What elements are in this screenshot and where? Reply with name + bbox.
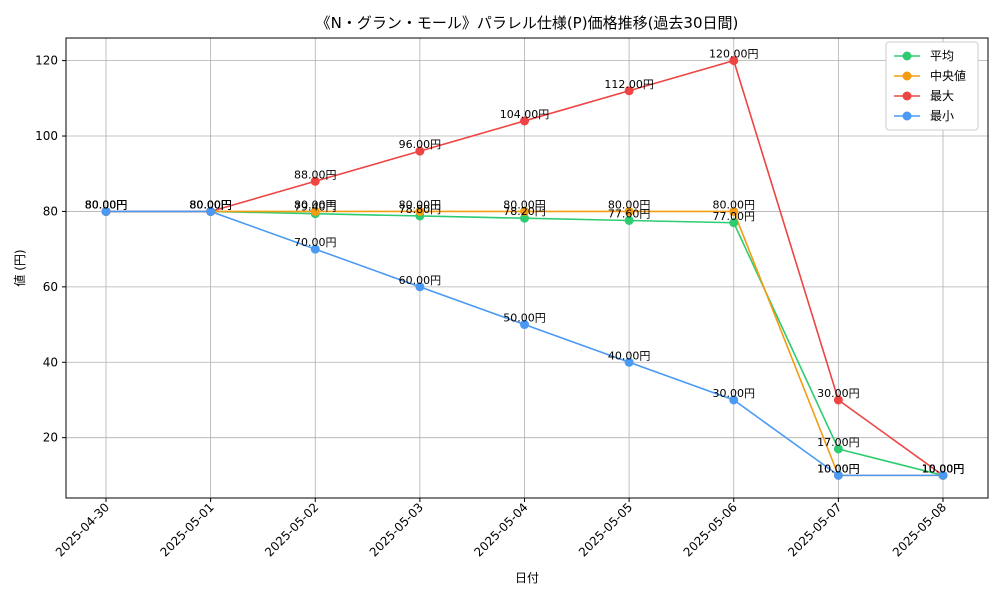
data-label: 80.00円 <box>189 198 232 211</box>
data-label: 88.00円 <box>294 168 337 181</box>
legend-box <box>885 41 979 131</box>
plot-area <box>65 37 989 499</box>
legend-entry: 最大 <box>930 89 954 103</box>
data-point <box>520 116 529 126</box>
data-label: 10.00円 <box>922 462 965 475</box>
data-label: 77.60円 <box>608 207 651 220</box>
legend-marker <box>902 51 912 61</box>
y-tick-label: 40 <box>43 355 58 369</box>
data-label: 70.00円 <box>294 236 337 249</box>
y-tick-label: 20 <box>43 431 58 445</box>
data-point <box>415 206 425 216</box>
data-label: 80.00円 <box>189 198 232 211</box>
data-label: 80.00円 <box>189 198 232 211</box>
data-label: 60.00円 <box>399 274 442 287</box>
data-label: 80.00円 <box>85 198 128 211</box>
data-point <box>415 282 425 292</box>
y-axis-label: 値 (円) <box>12 249 27 286</box>
data-label: 40.00円 <box>608 349 651 362</box>
data-label: 80.00円 <box>85 198 128 211</box>
legend-entry: 最小 <box>930 109 954 123</box>
legend-marker <box>902 91 912 101</box>
chart-title: 《N・グラン・モール》パラレル仕様(P)価格推移(過去30日間) <box>316 14 739 32</box>
data-point <box>520 213 529 223</box>
data-label: 80.00円 <box>85 198 128 211</box>
data-point <box>520 206 529 216</box>
data-label: 79.40円 <box>294 201 337 214</box>
data-label: 10.00円 <box>817 462 860 475</box>
data-label: 80.00円 <box>294 198 337 211</box>
y-tick-label: 80 <box>43 204 58 218</box>
data-label: 30.00円 <box>713 387 756 400</box>
data-point <box>624 86 634 96</box>
data-point <box>310 244 320 254</box>
data-point <box>624 215 634 225</box>
data-label: 120.00円 <box>709 48 759 61</box>
data-label: 50.00円 <box>503 312 546 325</box>
data-label: 80.00円 <box>85 198 128 211</box>
data-point <box>520 320 529 330</box>
data-labels: 80.00円 80.00円 79.40円 78.80円 78.20円 77.60円 77.0… <box>85 48 965 476</box>
data-label: 17.00円 <box>817 436 860 449</box>
data-point <box>415 146 425 156</box>
legend-entry: 中央値 <box>930 68 966 83</box>
data-label: 80.00円 <box>608 198 651 211</box>
data-point <box>206 206 216 216</box>
data-label: 30.00円 <box>817 387 860 400</box>
data-label: 104.00円 <box>500 108 550 121</box>
data-label: 10.00円 <box>817 462 860 475</box>
data-point <box>729 218 739 228</box>
data-label: 80.00円 <box>399 198 442 211</box>
data-label: 80.00円 <box>189 198 232 211</box>
series-points <box>101 56 948 480</box>
data-label: 78.80円 <box>399 203 442 216</box>
data-point <box>833 444 843 454</box>
data-point <box>833 395 843 405</box>
data-point <box>729 206 739 216</box>
y-tick-label: 60 <box>43 280 58 294</box>
data-label: 77.00円 <box>713 210 756 223</box>
data-point <box>101 206 111 216</box>
y-tick-label: 100 <box>35 129 58 143</box>
data-label: 78.20円 <box>503 205 546 218</box>
data-point <box>729 395 739 405</box>
data-point <box>624 357 634 367</box>
data-label: 96.00円 <box>399 138 442 151</box>
data-point <box>310 206 320 216</box>
data-point <box>729 56 739 66</box>
legend-marker <box>902 71 912 81</box>
data-label: 112.00円 <box>604 78 654 91</box>
data-label: 10.00円 <box>922 462 965 475</box>
data-point <box>833 470 843 480</box>
data-point <box>310 176 320 186</box>
data-point <box>624 206 634 216</box>
legend-entry: 平均 <box>930 49 954 63</box>
y-tick-label: 120 <box>35 54 58 68</box>
data-label: 80.00円 <box>503 198 546 211</box>
data-label: 10.00円 <box>922 462 965 475</box>
data-label: 10.00円 <box>922 462 965 475</box>
data-point <box>938 470 948 480</box>
legend-marker <box>902 111 912 121</box>
x-axis-label: 日付 <box>515 571 539 585</box>
y-axis-ticks: 20 40 60 80 100 120 <box>35 54 66 445</box>
data-label: 80.00円 <box>713 198 756 211</box>
